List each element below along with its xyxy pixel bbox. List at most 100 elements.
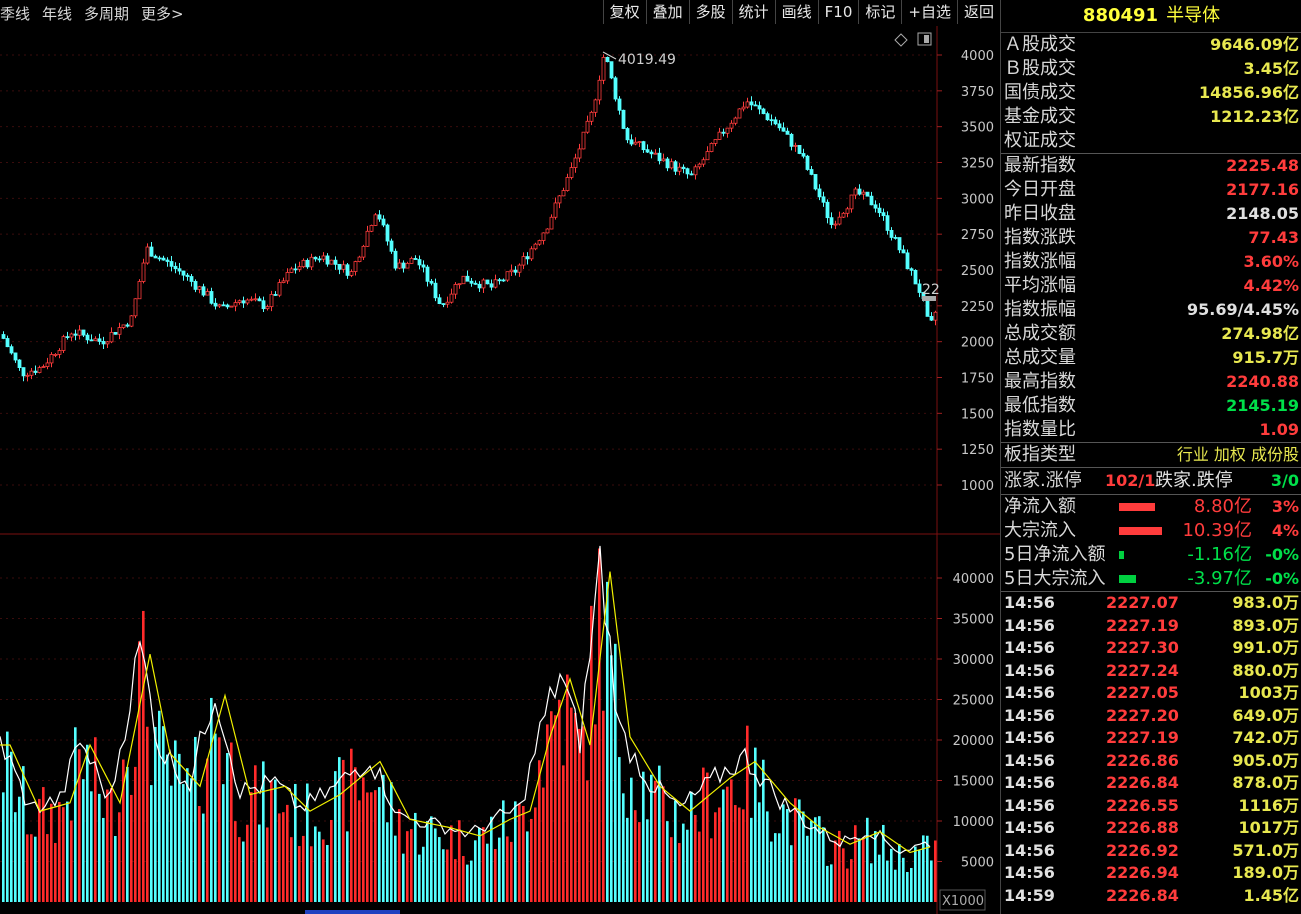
tab-quarter[interactable]: 季线 [0, 4, 31, 23]
candle-body [577, 148, 582, 159]
volume-bar [822, 827, 825, 902]
tab-year[interactable]: 年线 [42, 4, 73, 23]
stat-row: 指数涨跌 77.43 [1001, 226, 1301, 250]
scroll-thumb[interactable] [305, 910, 400, 914]
tick-row: 14:56 2227.07 983.0万 [1001, 592, 1301, 615]
volume-bar [302, 835, 305, 902]
volume-tick-label: 10000 [953, 815, 994, 830]
volume-bar [678, 843, 681, 902]
market-row-value: 3.45亿 [1243, 59, 1299, 78]
stat-row: 最高指数 2240.88 [1001, 370, 1301, 394]
down-count-label: 跌家.跌停 [1155, 470, 1233, 491]
volume-bar [6, 731, 9, 902]
volume-bar [702, 767, 705, 902]
tick-list[interactable]: 14:56 2227.07 983.0万 14:56 2227.19 893.0万 14:5… [1001, 591, 1301, 907]
mark-button[interactable]: 标记 [858, 0, 901, 24]
candle-body [801, 153, 806, 157]
stat-row-value: 1.09 [1259, 420, 1299, 439]
flow-label: 5日净流入额 [1004, 544, 1106, 565]
volume-bar [226, 753, 229, 902]
candle-body [473, 282, 478, 285]
volume-bar [578, 728, 581, 902]
volume-bar [910, 867, 913, 902]
tick-price: 2227.19 [1106, 615, 1179, 635]
volume-bar [358, 800, 361, 902]
volume-bar [854, 825, 857, 902]
volume-bar [14, 812, 17, 902]
volume-bar [754, 747, 757, 902]
tick-row: 14:56 2226.94 189.0万 [1001, 862, 1301, 885]
candle-body [393, 250, 398, 269]
volume-bar [378, 787, 381, 902]
volume-bar [2, 792, 5, 902]
tab-multi-period[interactable]: 多周期 [84, 4, 130, 23]
candle-body [149, 246, 154, 257]
tab-more[interactable]: 更多> [141, 4, 184, 23]
candle-body [113, 332, 118, 335]
candle-body [689, 173, 694, 176]
candle-body [457, 283, 462, 286]
candle-body [561, 190, 566, 197]
volume-bar [786, 809, 789, 902]
candle-body [721, 131, 726, 134]
stat-row-label: 最高指数 [1004, 371, 1076, 392]
volume-bar [430, 816, 433, 902]
add-watchlist-button[interactable]: +自选 [901, 0, 957, 24]
tick-volume: 1017万 [1238, 818, 1299, 837]
candle-body [97, 338, 102, 342]
candle-body [5, 338, 10, 348]
volume-bar [134, 766, 137, 902]
stat-row: 最低指数 2145.19 [1001, 394, 1301, 418]
volume-bar [518, 803, 521, 902]
flow-amount: 10.39亿 [1182, 520, 1252, 541]
volume-bar [602, 710, 605, 902]
tick-time: 14:56 [1004, 750, 1055, 770]
tick-time: 14:56 [1004, 863, 1055, 882]
stat-row-value: 4.42% [1243, 276, 1299, 295]
volume-bar [414, 812, 417, 902]
volume-bar [726, 786, 729, 902]
volume-bar [446, 849, 449, 902]
tick-time: 14:56 [1004, 660, 1055, 680]
candle-body [409, 258, 414, 264]
volume-bar [890, 848, 893, 902]
f10-button[interactable]: F10 [817, 0, 859, 24]
volume-bar [798, 799, 801, 902]
candle-body [565, 177, 570, 191]
volume-bar [738, 807, 741, 902]
volume-bar [534, 807, 537, 902]
board-type-label: 板指类型 [1004, 444, 1076, 465]
market-row-label: 权证成交 [1004, 130, 1076, 151]
tick-volume: 878.0万 [1232, 773, 1299, 792]
multi-stock-button[interactable]: 多股 [688, 0, 732, 24]
diamond-icon[interactable] [894, 33, 908, 47]
volume-bar [486, 843, 489, 902]
candle-body [649, 151, 654, 155]
stats-button[interactable]: 统计 [731, 0, 775, 24]
overlay-button[interactable]: 叠加 [645, 0, 689, 24]
volume-bar [814, 817, 817, 902]
volume-bar [422, 846, 425, 902]
candle-body [85, 334, 90, 341]
volume-bar [86, 744, 89, 902]
volume-bar [262, 761, 265, 902]
volume-bar [234, 821, 237, 902]
adjust-button[interactable]: 复权 [602, 0, 646, 24]
window-toggle-icon[interactable] [917, 32, 932, 46]
tick-volume: 1003万 [1238, 683, 1299, 702]
candle-body [877, 207, 882, 214]
volume-bar [718, 807, 721, 902]
volume-bar [886, 860, 889, 902]
back-button[interactable]: 返回 [956, 0, 1000, 24]
candle-body [661, 158, 666, 162]
kline-chart[interactable]: 4000 3750 3500 3250 3000 2750 2500 2250 2000 1750… [0, 26, 1000, 914]
flow-label: 大宗流入 [1004, 520, 1076, 541]
candle-body [93, 338, 98, 342]
candle-body [677, 166, 682, 172]
draw-button[interactable]: 画线 [774, 0, 818, 24]
volume-bar [70, 820, 73, 902]
candle-body [381, 218, 386, 226]
volume-bar [550, 711, 553, 902]
candle-body [373, 214, 378, 226]
volume-bar [626, 817, 629, 902]
